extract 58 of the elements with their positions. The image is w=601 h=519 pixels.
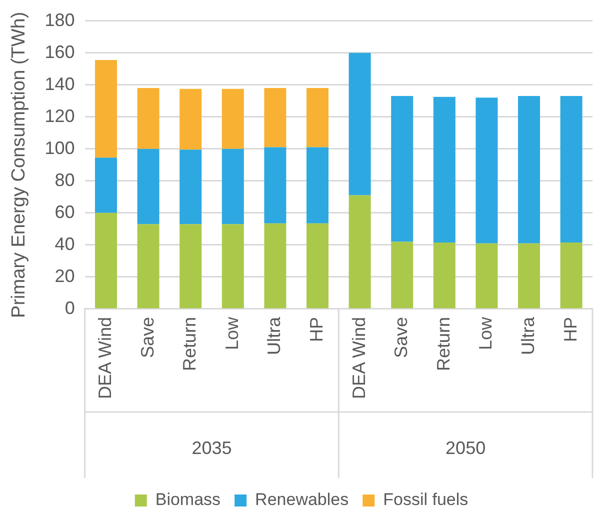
y-tick-label: 100 bbox=[44, 138, 75, 158]
legend-label: Biomass bbox=[155, 490, 221, 510]
y-axis-title: Primary Energy Consumption (TWh) bbox=[8, 12, 30, 318]
bar bbox=[222, 224, 244, 308]
bar bbox=[518, 243, 540, 308]
bar bbox=[433, 96, 456, 243]
bar bbox=[391, 242, 414, 308]
bar bbox=[94, 60, 117, 158]
y-tick-label: 160 bbox=[44, 42, 75, 62]
bar bbox=[180, 224, 202, 308]
y-tick-label: 140 bbox=[44, 74, 75, 94]
legend-label: Renewables bbox=[255, 490, 349, 510]
bar bbox=[518, 96, 540, 244]
x-tick-label: DEA Wind bbox=[94, 316, 115, 400]
y-tick-label: 180 bbox=[44, 10, 75, 30]
bar bbox=[137, 88, 160, 149]
y-tick-label: 120 bbox=[44, 106, 75, 126]
x-tick-label: Save bbox=[391, 316, 412, 358]
x-tick-label: Return bbox=[433, 316, 454, 372]
bar bbox=[560, 242, 582, 308]
x-tick-label: HP bbox=[306, 316, 326, 342]
x-tick-label: HP bbox=[560, 316, 580, 342]
bar bbox=[306, 88, 328, 148]
bar bbox=[306, 147, 328, 224]
legend-label: Fossil fuels bbox=[383, 490, 468, 510]
bar bbox=[264, 223, 286, 308]
bar bbox=[137, 148, 160, 224]
y-tick-label: 20 bbox=[54, 266, 75, 286]
bar bbox=[137, 224, 160, 308]
bar bbox=[94, 212, 117, 308]
y-tick-label: 60 bbox=[54, 202, 75, 222]
y-tick-label: 0 bbox=[64, 298, 75, 318]
bar bbox=[476, 243, 498, 308]
y-tick-label: 80 bbox=[54, 170, 75, 190]
bar bbox=[476, 98, 498, 244]
bar bbox=[348, 195, 371, 308]
text: 2035 bbox=[192, 438, 232, 458]
y-tick-label: 40 bbox=[54, 234, 75, 254]
bar bbox=[94, 158, 117, 213]
x-tick-label: Low bbox=[222, 316, 242, 350]
x-tick-label: Ultra bbox=[264, 316, 284, 355]
bar bbox=[222, 148, 244, 224]
bar bbox=[348, 52, 371, 196]
x-tick-label: DEA Wind bbox=[348, 316, 369, 400]
x-tick-label: Low bbox=[476, 316, 496, 350]
text: 2050 bbox=[446, 438, 486, 458]
bar bbox=[264, 147, 286, 224]
x-tick-label: Ultra bbox=[518, 316, 538, 355]
bar bbox=[560, 96, 582, 243]
x-tick-label: Return bbox=[180, 316, 200, 372]
bar bbox=[433, 242, 456, 308]
bar bbox=[391, 96, 414, 242]
bar bbox=[222, 88, 244, 149]
x-tick-label: Save bbox=[137, 316, 158, 358]
bar bbox=[180, 88, 202, 150]
bar bbox=[180, 150, 202, 224]
bar bbox=[264, 88, 286, 148]
bar bbox=[306, 223, 328, 308]
